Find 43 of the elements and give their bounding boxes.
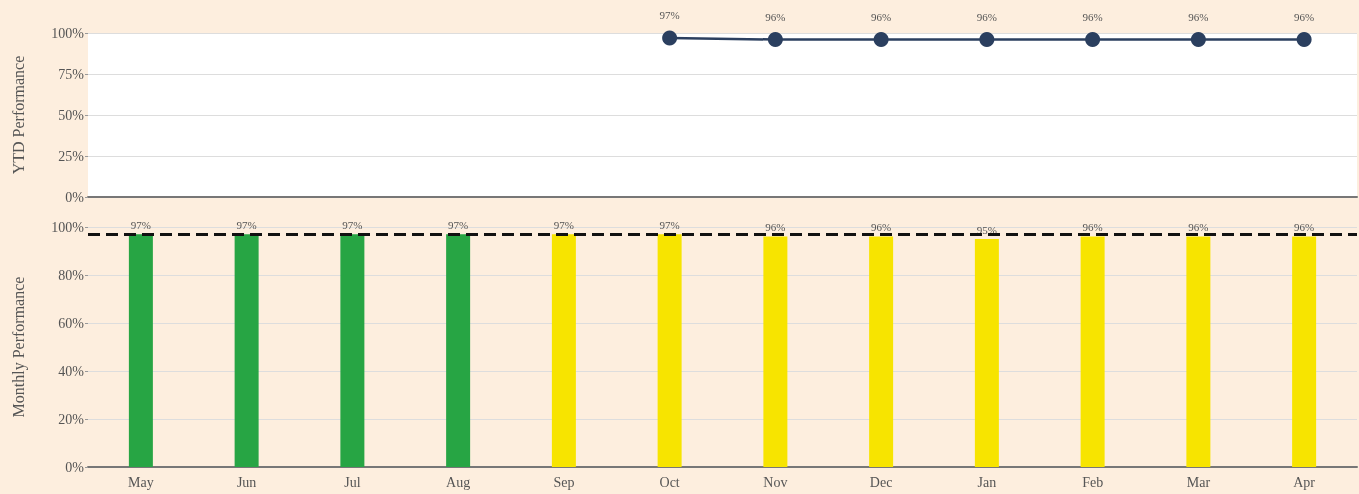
- y-tick-label: 80%: [58, 267, 85, 283]
- data-label: 96%: [1294, 10, 1315, 23]
- data-label: 97%: [236, 218, 257, 231]
- data-label: 96%: [1082, 10, 1103, 23]
- data-label: 96%: [1188, 221, 1209, 234]
- y-axis-title: Monthly Performance: [9, 276, 28, 418]
- y-tick-label: 75%: [58, 66, 85, 82]
- x-tick-label: Jan: [977, 474, 997, 490]
- y-tick-label: 0%: [65, 459, 85, 475]
- x-tick-label: Jul: [344, 474, 361, 490]
- data-label: 96%: [871, 221, 892, 234]
- y-tick-label: 40%: [58, 363, 85, 379]
- y-tick-label: 60%: [58, 315, 85, 331]
- x-tick-label: Jun: [236, 474, 257, 490]
- y-tick-label: 100%: [51, 219, 85, 235]
- x-tick-label: Oct: [659, 474, 680, 490]
- y-tick-label: 100%: [51, 25, 85, 41]
- x-tick-label: Feb: [1082, 474, 1104, 490]
- x-tick-label: Sep: [553, 474, 575, 490]
- y-axis-title: YTD Performance: [9, 55, 27, 175]
- data-label: 96%: [976, 10, 997, 23]
- data-label: 97%: [448, 218, 469, 231]
- data-label: 96%: [765, 10, 786, 23]
- data-label: 96%: [1294, 221, 1315, 234]
- x-tick-label: Apr: [1293, 474, 1316, 490]
- y-tick-label: 50%: [58, 107, 85, 123]
- data-label: 97%: [553, 218, 574, 231]
- data-label: 96%: [1188, 10, 1209, 23]
- y-tick-label: 0%: [65, 189, 85, 205]
- data-label: 96%: [765, 221, 786, 234]
- data-label: 96%: [871, 10, 892, 23]
- data-label: 97%: [342, 218, 363, 231]
- y-tick-label: 25%: [58, 148, 85, 164]
- x-tick-label: Aug: [446, 474, 471, 490]
- data-label: 96%: [1082, 221, 1103, 234]
- x-tick-label: Dec: [869, 474, 893, 490]
- data-label: 97%: [659, 8, 680, 21]
- y-tick-label: 20%: [58, 411, 85, 427]
- data-label: 97%: [130, 218, 151, 231]
- data-label: 97%: [659, 218, 680, 231]
- x-tick-label: May: [128, 474, 154, 490]
- x-tick-label: Nov: [763, 474, 788, 490]
- x-tick-label: Mar: [1186, 474, 1211, 490]
